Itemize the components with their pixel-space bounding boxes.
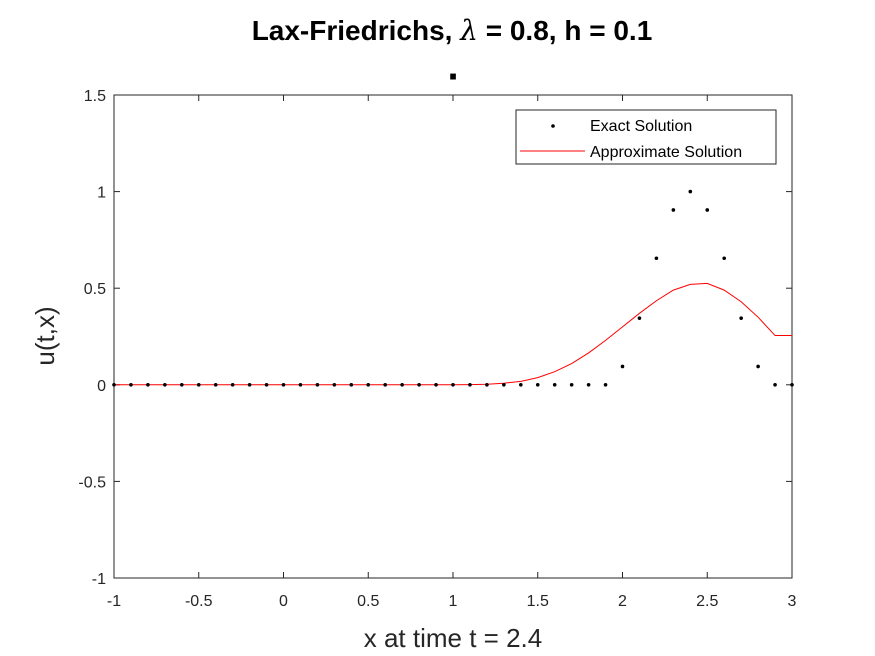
exact-solution-point bbox=[705, 208, 710, 212]
exact-solution-point bbox=[434, 383, 438, 387]
exact-solution-point bbox=[502, 383, 506, 387]
exact-solution-point bbox=[468, 383, 472, 387]
exact-solution-point bbox=[129, 383, 133, 387]
exact-solution-point bbox=[230, 383, 235, 387]
chart-title-prefix: Lax-Friedrichs, bbox=[252, 15, 461, 46]
exact-solution-point bbox=[603, 383, 608, 387]
chart-title: Lax-Friedrichs, λ = 0.8, h = 0.1 bbox=[252, 14, 653, 47]
exact-solution-point bbox=[112, 383, 116, 387]
y-tick-label: -0.5 bbox=[78, 474, 106, 491]
exact-solution-point bbox=[535, 383, 540, 387]
legend-exact-label: Exact Solution bbox=[590, 118, 692, 135]
x-tick-label: 0 bbox=[279, 593, 288, 610]
y-tick-label: 1.5 bbox=[84, 88, 106, 105]
exact-solution-point bbox=[569, 383, 574, 387]
exact-solution-point bbox=[620, 364, 625, 369]
legend-box bbox=[515, 109, 777, 165]
exact-solution-point bbox=[519, 383, 523, 387]
y-axis-label: u(t,x) bbox=[30, 306, 60, 365]
exact-solution-point bbox=[264, 383, 269, 387]
exact-solution-point bbox=[298, 383, 303, 387]
exact-solution-point bbox=[688, 189, 693, 194]
exact-solution-point bbox=[637, 316, 642, 320]
legend: Exact Solution Approximate Solution bbox=[515, 109, 777, 165]
exact-solution-point bbox=[586, 383, 591, 387]
x-tick-label: 1.5 bbox=[527, 593, 549, 610]
chart-title-lambda: λ bbox=[459, 14, 478, 47]
exact-solution-point bbox=[366, 383, 371, 387]
x-tick-label: 2.5 bbox=[696, 593, 718, 610]
exact-solution-point bbox=[180, 383, 184, 387]
y-tick-label: -1 bbox=[92, 571, 106, 588]
chart-title-suffix: = 0.8, h = 0.1 bbox=[478, 15, 652, 46]
exact-solution-point bbox=[163, 383, 167, 387]
exact-solution-point bbox=[485, 383, 489, 387]
exact-solution-point bbox=[417, 383, 421, 387]
x-tick-label: 0.5 bbox=[357, 593, 379, 610]
exact-solution-point bbox=[790, 383, 794, 387]
exact-solution-point bbox=[383, 383, 388, 387]
exact-solution-point bbox=[756, 364, 760, 369]
x-tick-label: 1 bbox=[449, 593, 458, 610]
exact-solution-point bbox=[400, 383, 404, 387]
exact-solution-point bbox=[451, 383, 455, 387]
legend-exact-marker bbox=[551, 124, 555, 128]
x-tick-label: -1 bbox=[107, 593, 121, 610]
exact-solution-point bbox=[773, 383, 777, 387]
x-ticks: -1 -0.5 0 0.5 1 1.5 2 2.5 3 bbox=[107, 95, 797, 610]
exact-solution-point bbox=[671, 208, 676, 212]
exact-solution-point bbox=[552, 383, 557, 387]
exact-solution-point bbox=[739, 316, 743, 320]
exact-solution-point bbox=[654, 256, 659, 261]
exact-solution-point bbox=[247, 383, 252, 387]
x-tick-label: -0.5 bbox=[185, 593, 213, 610]
y-tick-label: 0 bbox=[97, 378, 106, 395]
exact-solution-point bbox=[315, 383, 320, 387]
x-tick-label: 2 bbox=[618, 593, 627, 610]
exact-solution-point bbox=[146, 383, 150, 387]
legend-approx-label: Approximate Solution bbox=[590, 144, 742, 161]
exact-solution-points bbox=[112, 189, 794, 387]
y-tick-label: 1 bbox=[97, 185, 106, 202]
exact-solution-point bbox=[213, 383, 218, 387]
exact-solution-point bbox=[332, 383, 337, 387]
exact-solution-point bbox=[349, 383, 354, 387]
exact-solution-point bbox=[281, 383, 286, 387]
exact-solution-point bbox=[722, 256, 726, 261]
x-tick-label: 3 bbox=[788, 593, 797, 610]
plot-area bbox=[113, 94, 793, 579]
annotation-text: . bbox=[447, 45, 458, 89]
y-tick-label: 0.5 bbox=[84, 281, 106, 298]
exact-solution-point bbox=[196, 383, 201, 387]
x-axis-label: x at time t = 2.4 bbox=[364, 623, 542, 653]
